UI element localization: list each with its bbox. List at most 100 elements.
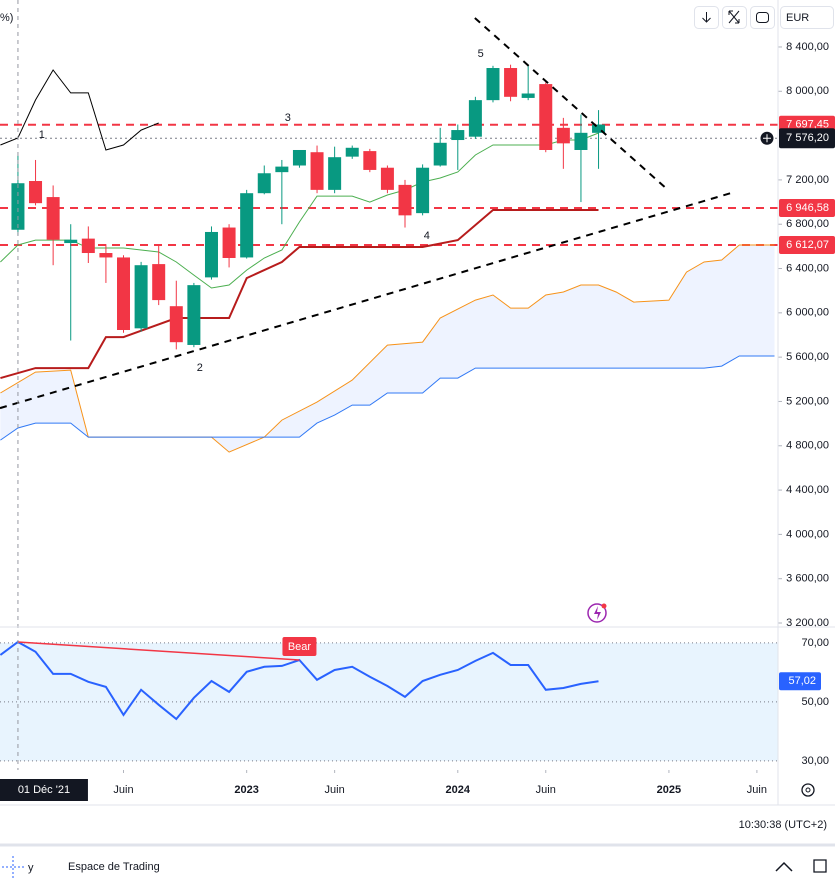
- candle-body: [451, 130, 465, 141]
- candle-body: [81, 238, 95, 254]
- alert-dot: [601, 603, 607, 609]
- rsi-pane: [0, 640, 778, 762]
- indicator-line: [0, 132, 599, 289]
- y-tick-label: 4 400,00: [786, 484, 829, 496]
- x-tick-label: Juin: [325, 784, 345, 796]
- price-pane: 1 2 3 4 5: [0, 17, 778, 453]
- settings-icon[interactable]: [801, 783, 815, 797]
- indicator-line: [0, 355, 775, 441]
- candle-body: [187, 285, 201, 345]
- price-level-label: 6 946,58: [786, 202, 829, 214]
- candle-body: [521, 93, 535, 98]
- gear: [801, 783, 815, 797]
- workspace-tab[interactable]: Espace de Trading: [68, 861, 160, 873]
- candle-body: [240, 193, 254, 258]
- last-price-tag: [779, 128, 835, 149]
- candle-body: [169, 306, 183, 343]
- price-level-label: 6 612,07: [786, 239, 829, 251]
- y-tick-label: 8 000,00: [786, 85, 829, 97]
- cloud-fill: [0, 245, 775, 453]
- x-tick-label: 2023: [234, 784, 258, 796]
- arrow-icon: [702, 12, 711, 23]
- logo-cross: [2, 856, 24, 878]
- y-tick-label: 5 600,00: [786, 351, 829, 363]
- x-tick-label: 2024: [446, 784, 471, 796]
- price-level-label: 7 697,45: [786, 119, 829, 131]
- x-tick-label: Juin: [536, 784, 556, 796]
- y-tick-label: 3 600,00: [786, 573, 829, 585]
- y-tick-label: 4 800,00: [786, 440, 829, 452]
- candle-body: [117, 257, 131, 331]
- candle-body: [592, 124, 606, 133]
- wave-label: 3: [285, 112, 291, 124]
- x-tick-label: 2025: [657, 784, 681, 796]
- candle-body: [539, 84, 553, 150]
- maximize-button[interactable]: [813, 859, 827, 873]
- currency-label: EUR: [786, 12, 809, 24]
- indicator-line: [0, 209, 599, 380]
- price-level-tag: [779, 198, 835, 217]
- last-price-label: 7 576,20: [786, 132, 829, 144]
- candle-body: [204, 231, 218, 278]
- y-tick-label: 4 000,00: [786, 528, 829, 540]
- candle-body: [363, 151, 377, 170]
- reset-button[interactable]: [750, 6, 775, 29]
- candle-body: [99, 253, 113, 258]
- y-tick-label: 6 400,00: [786, 262, 829, 274]
- wave-label: 5: [478, 48, 484, 60]
- candle-body: [275, 166, 289, 173]
- alert-icon[interactable]: [587, 603, 607, 623]
- collapse-button[interactable]: [775, 861, 793, 872]
- crosshair-label: 01 Déc '21: [18, 784, 70, 796]
- plus-icon: [763, 134, 771, 143]
- toolbar: EUR: [694, 6, 834, 29]
- candle-body: [345, 147, 359, 157]
- candle-body: [64, 239, 78, 244]
- rsi-last-label: 57,02: [788, 675, 816, 687]
- candle-body: [504, 68, 518, 97]
- candle-body: [222, 227, 236, 259]
- candle-body: [380, 167, 394, 190]
- wave-label: 2: [197, 362, 203, 374]
- price-level-tag: [779, 236, 835, 255]
- candle-body: [152, 264, 166, 301]
- currency-button[interactable]: [780, 6, 834, 29]
- wave-label: 4: [424, 230, 430, 242]
- candle-body: [292, 149, 306, 166]
- candle-body: [468, 100, 482, 137]
- x-tick-label: Juin: [113, 784, 133, 796]
- y-tick-label: 5 200,00: [786, 395, 829, 407]
- divergence-label: Bear: [288, 641, 312, 653]
- candle-body: [29, 181, 43, 204]
- candle-body: [257, 173, 271, 194]
- candle-body: [46, 197, 60, 240]
- header-fragment: %): [0, 12, 13, 24]
- reset-icon: [756, 12, 769, 23]
- candle-body: [398, 184, 412, 216]
- candle-body: [556, 127, 570, 144]
- rsi-tick-label: 30,00: [801, 755, 829, 767]
- rsi-last-tag: [779, 672, 821, 691]
- y-tick-label: 6 800,00: [786, 218, 829, 230]
- candle-body: [574, 132, 588, 150]
- gear-hub: [805, 787, 811, 793]
- candle-body: [416, 167, 430, 214]
- candle-body: [310, 152, 324, 190]
- trendline: [0, 191, 736, 410]
- trendline: [474, 17, 666, 188]
- candle-body: [328, 157, 342, 190]
- rsi-tick-label: 70,00: [801, 637, 829, 649]
- indicator-line: [0, 244, 775, 453]
- y-tick-label: 6 000,00: [786, 307, 829, 319]
- y-tick-label: 7 200,00: [786, 174, 829, 186]
- divergence-line: [17, 641, 300, 661]
- overlay: 3 200,00 3 600,00 4 000,00 4 400,00 4 800,00…: [0, 0, 835, 801]
- indicator-line: [0, 69, 159, 151]
- logo-fragment: y: [28, 862, 34, 874]
- candle-body: [433, 142, 447, 166]
- expand-icon: [728, 10, 740, 24]
- x-tick-label: Juin: [747, 784, 767, 796]
- divergence-tag: [282, 637, 317, 657]
- wave-label: 1: [39, 129, 45, 141]
